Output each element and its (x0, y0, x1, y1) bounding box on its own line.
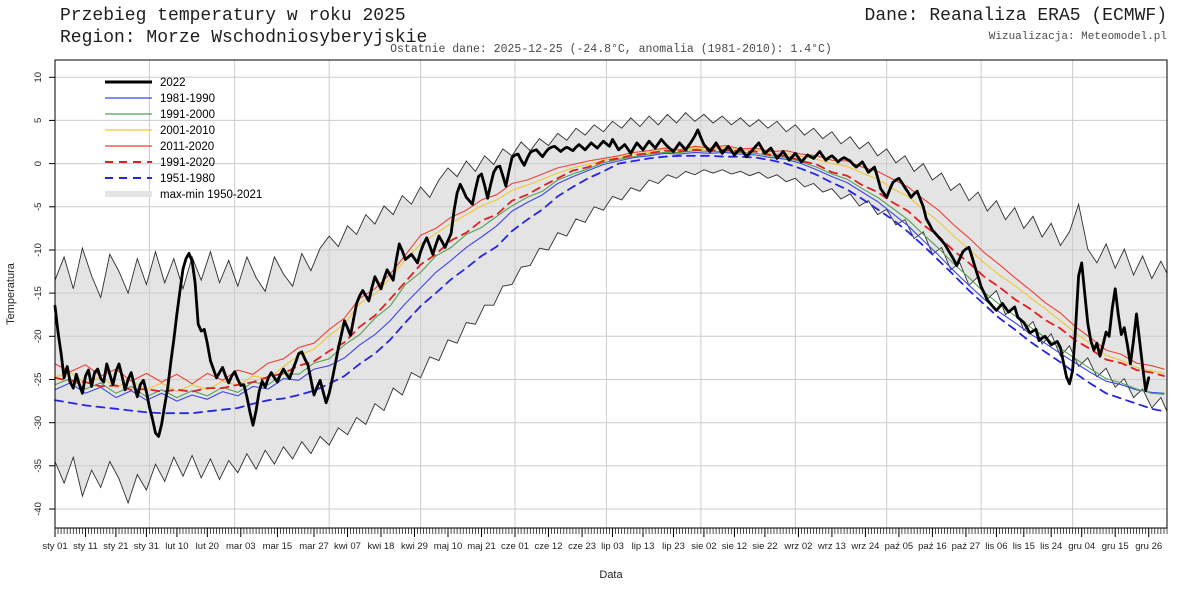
legend-label: 1991-2000 (160, 109, 215, 121)
series-line-1981-1990 (54, 151, 1165, 402)
x-tick-label: mar 15 (263, 541, 293, 552)
x-tick-label: gru 26 (1135, 541, 1162, 552)
x-tick-label: lip 23 (662, 541, 685, 552)
x-tick-label: cze 01 (501, 541, 529, 552)
x-tick-label: sie 12 (722, 541, 747, 552)
y-tick-label: 5 (33, 118, 44, 123)
x-tick-label: sty 31 (134, 541, 159, 552)
y-tick-label: -35 (33, 459, 44, 473)
plot-border (54, 59, 1168, 529)
series-line-1951-1980 (54, 154, 1165, 415)
legend-label: 2011-2020 (160, 141, 214, 153)
y-tick-label: -5 (33, 203, 44, 211)
legend-swatch-band (105, 191, 152, 197)
x-tick-label: lip 13 (632, 541, 655, 552)
y-tick-label: 0 (33, 161, 44, 166)
legend-label: 2022 (160, 77, 186, 89)
x-axis-title: Data (599, 569, 623, 581)
x-tick-label: gru 15 (1102, 541, 1129, 552)
x-tick-label: lis 24 (1040, 541, 1062, 552)
x-tick-label: wrz 13 (817, 541, 846, 552)
x-tick-label: mar 03 (226, 541, 256, 552)
x-tick-label: lut 10 (165, 541, 188, 552)
x-tick-label: cze 23 (568, 541, 596, 552)
x-tick-label: paź 27 (952, 541, 981, 552)
x-tick-label: sty 01 (42, 541, 67, 552)
x-tick-label: maj 10 (434, 541, 463, 552)
x-tick-label: kwi 29 (401, 541, 428, 552)
y-tick-label: -20 (33, 329, 44, 343)
page-title: Przebieg temperatury w roku 2025 (60, 6, 406, 26)
y-axis-title: Temperatura (5, 262, 17, 325)
legend-label: 1981-1990 (160, 93, 215, 105)
y-tick-label: -30 (33, 416, 44, 430)
band-max-line (54, 112, 1168, 300)
x-tick-label: lip 03 (601, 541, 624, 552)
x-tick-label: lis 06 (985, 541, 1007, 552)
x-tick-label: sie 02 (691, 541, 716, 552)
x-tick-label: kwi 18 (368, 541, 395, 552)
x-tick-label: mar 27 (299, 541, 329, 552)
y-tick-label: -10 (33, 243, 44, 257)
legend-label: max-min 1950-2021 (160, 189, 262, 201)
x-tick-label: wrz 24 (850, 541, 879, 552)
x-tick-label: sty 11 (73, 541, 98, 552)
data-source: Dane: Reanaliza ERA5 (ECMWF) (865, 6, 1167, 26)
last-data-subtitle: Ostatnie dane: 2025-12-25 (-24.8°C, anom… (390, 43, 832, 56)
y-tick-label: -25 (33, 373, 44, 387)
page-region: Region: Morze Wschodniosyberyjskie (60, 28, 427, 48)
visualization-credit: Wizualizacja: Meteomodel.pl (989, 31, 1167, 43)
x-tick-label: kwi 07 (334, 541, 361, 552)
y-tick-label: -40 (33, 502, 44, 516)
x-tick-label: sty 21 (103, 541, 128, 552)
y-tick-label: 10 (33, 72, 44, 83)
y-tick-label: -15 (33, 286, 44, 300)
legend-label: 1991-2020 (160, 157, 215, 169)
x-tick-label: paź 16 (918, 541, 947, 552)
x-tick-label: lis 15 (1013, 541, 1035, 552)
x-tick-label: maj 21 (467, 541, 496, 552)
x-tick-label: gru 04 (1068, 541, 1095, 552)
series-line-2022 (53, 128, 1151, 438)
x-tick-label: wrz 02 (783, 541, 812, 552)
legend-label: 2001-2010 (160, 125, 215, 137)
x-tick-label: cze 12 (535, 541, 563, 552)
x-tick-label: paź 05 (885, 541, 914, 552)
x-tick-label: sie 22 (752, 541, 777, 552)
x-tick-label: lut 20 (196, 541, 219, 552)
legend-label: 1951-1980 (160, 173, 215, 185)
series-line-2011-2020 (54, 144, 1165, 385)
